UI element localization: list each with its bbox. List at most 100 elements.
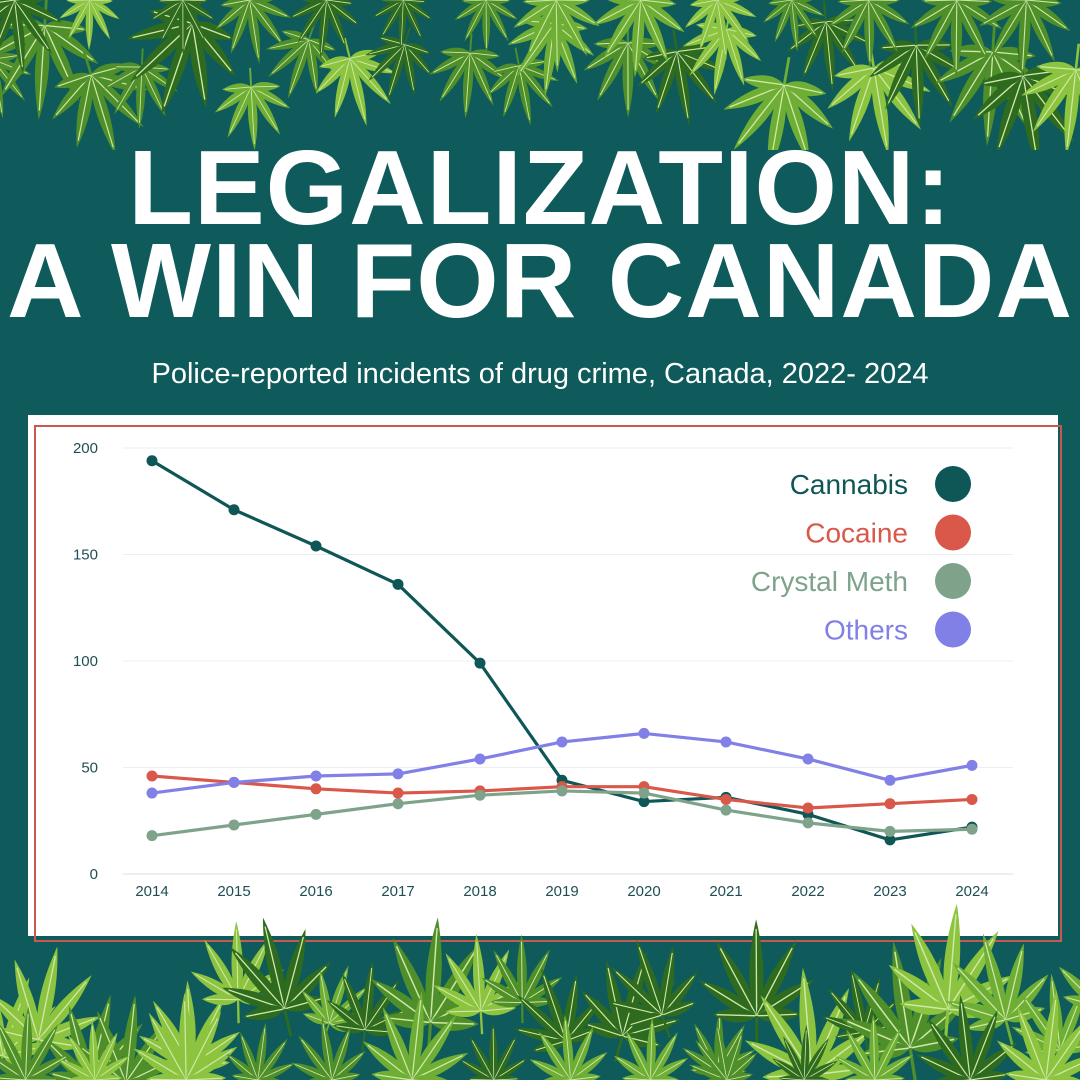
x-tick-label: 2015 — [217, 883, 250, 900]
x-tick-label: 2016 — [299, 883, 332, 900]
data-point — [146, 830, 158, 842]
cannabis-leaf-icon-cluster — [0, 0, 1080, 150]
cannabis-leaf-icon — [1058, 966, 1080, 1009]
cannabis-leaf-icon — [0, 1006, 71, 1080]
cannabis-leaf-icon — [59, 0, 120, 51]
cannabis-leaf-icon — [763, 0, 825, 52]
legend-label: Others — [824, 615, 908, 646]
cannabis-leaf-icon — [513, 968, 600, 1063]
data-point — [310, 808, 322, 820]
cannabis-leaf-icon — [828, 0, 910, 68]
data-point — [228, 819, 240, 831]
cannabis-leaf-icon — [592, 0, 685, 78]
data-point — [474, 753, 486, 765]
cannabis-leaf-icon — [291, 1017, 366, 1080]
data-point — [146, 787, 158, 799]
data-point — [966, 823, 978, 835]
data-point — [228, 776, 240, 788]
legend-swatch — [935, 514, 971, 551]
page-title-line-1: LEGALIZATION: — [128, 129, 952, 247]
cannabis-leaf-icon — [459, 1023, 528, 1080]
data-point — [146, 455, 158, 467]
cannabis-leaf-icon — [1021, 43, 1080, 150]
cannabis-leaf-icon — [362, 991, 469, 1080]
cannabis-leaf-icon — [372, 0, 433, 50]
x-tick-label: 2019 — [545, 883, 578, 900]
y-tick-label: 200 — [73, 440, 98, 457]
cannabis-leaf-icon — [222, 917, 331, 1037]
data-point — [474, 657, 486, 669]
cannabis-leaf-icon — [979, 0, 1071, 77]
x-tick-label: 2020 — [627, 883, 660, 900]
cannabis-leaf-icon — [835, 1014, 914, 1080]
data-point — [392, 578, 404, 590]
x-tick-label: 2014 — [135, 883, 168, 900]
cannabis-leaf-icon — [315, 37, 397, 127]
data-point — [966, 793, 978, 805]
top-leaf-decoration — [0, 0, 1080, 150]
cannabis-leaf-icon — [613, 1017, 689, 1080]
cannabis-leaf-icon — [226, 1022, 295, 1080]
chart-card — [28, 415, 1058, 936]
cannabis-leaf-icon — [365, 27, 432, 101]
series-line — [150, 789, 974, 838]
cannabis-leaf-icon — [529, 1014, 608, 1080]
data-point — [720, 804, 732, 816]
data-point — [392, 787, 404, 799]
cannabis-leaf-icon — [150, 0, 216, 55]
cannabis-leaf-icon — [487, 47, 559, 126]
data-point — [638, 727, 650, 739]
bottom-leaf-decoration — [0, 900, 1080, 1080]
cannabis-leaf-icon — [58, 1020, 130, 1080]
chart-subtitle: Police-reported incidents of drug crime,… — [151, 358, 929, 390]
cannabis-leaf-icon — [513, 0, 600, 73]
y-tick-label: 100 — [73, 653, 98, 670]
legend-swatch — [935, 466, 971, 502]
cannabis-leaf-icon — [454, 0, 518, 54]
data-point — [638, 796, 650, 808]
data-point — [228, 504, 240, 516]
legend-label: Cocaine — [805, 518, 908, 549]
x-tick-label: 2017 — [381, 883, 414, 900]
cannabis-leaf-icon-cluster — [0, 903, 1080, 1080]
cannabis-leaf-icon — [607, 939, 698, 1039]
cannabis-leaf-icon — [429, 33, 508, 119]
cannabis-leaf-icon — [699, 919, 814, 1045]
cannabis-leaf-icon — [481, 934, 563, 1024]
data-point — [638, 787, 650, 799]
data-point — [720, 793, 732, 805]
legend-swatch — [935, 611, 971, 648]
cannabis-leaf-icon — [133, 992, 238, 1080]
data-point — [392, 798, 404, 810]
cannabis-leaf-icon — [689, 1022, 758, 1080]
data-point — [556, 736, 568, 748]
series-others — [146, 727, 978, 799]
cannabis-leaf-icon — [888, 903, 1015, 1042]
cannabis-leaf-icon — [684, 0, 757, 61]
x-tick-label: 2023 — [873, 883, 906, 900]
x-tick-label: 2022 — [791, 883, 824, 900]
x-tick-label: 2018 — [463, 883, 496, 900]
data-point — [556, 785, 568, 797]
data-point — [966, 759, 978, 771]
cannabis-leaf-icon — [772, 1024, 838, 1080]
x-tick-label: 2021 — [709, 883, 742, 900]
y-tick-label: 50 — [81, 760, 98, 777]
legend-swatch — [935, 563, 971, 599]
series-crystal-meth — [146, 785, 978, 842]
cannabis-leaf-icon — [916, 994, 1018, 1080]
cannabis-leaf-icon — [52, 50, 149, 150]
data-point — [884, 798, 896, 810]
y-tick-label: 150 — [73, 547, 98, 564]
data-point — [802, 753, 814, 765]
cannabis-leaf-icon — [0, 0, 62, 75]
data-point — [146, 770, 158, 782]
cannabis-leaf-icon — [682, 9, 762, 96]
cannabis-leaf-icon — [934, 23, 1047, 147]
data-point — [310, 783, 322, 795]
data-point — [884, 834, 896, 846]
page-title-line-2: A WIN FOR CANADA — [6, 222, 1074, 340]
x-tick-label: 2024 — [955, 883, 988, 900]
grid-lines — [123, 447, 1013, 875]
legend: Cannabis Cocaine Crystal Meth Others — [751, 466, 971, 648]
